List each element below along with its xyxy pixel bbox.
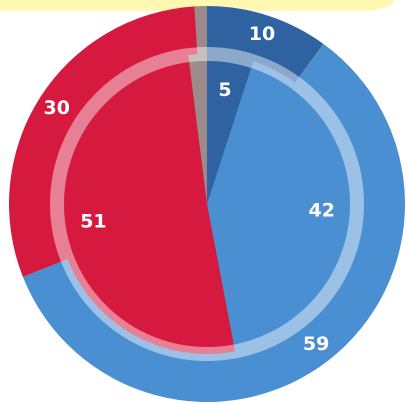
banner	[0, 0, 394, 11]
pie-slice	[207, 54, 254, 204]
ring-highlight	[50, 47, 364, 361]
data-label: 59	[303, 333, 329, 355]
data-label: 42	[309, 200, 335, 222]
pie-slice	[188, 54, 207, 204]
data-label: 30	[43, 97, 69, 119]
data-label: 51	[80, 210, 106, 232]
pie-slice	[56, 55, 236, 355]
data-label: 5	[218, 79, 231, 101]
pie-slice	[207, 61, 358, 352]
data-label: 10	[249, 23, 275, 45]
